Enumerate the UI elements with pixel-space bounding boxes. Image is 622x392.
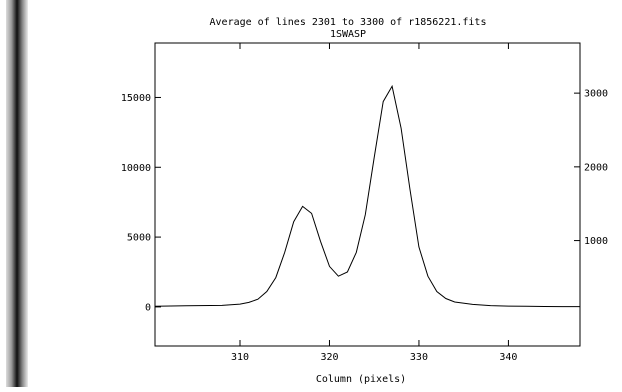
x-tick-label: 330	[410, 352, 428, 363]
left-y-tick-label: 10000	[121, 163, 151, 174]
x-tick-label: 340	[499, 352, 517, 363]
chart-title: Average of lines 2301 to 3300 of r185622…	[210, 17, 487, 28]
plot-frame	[154, 42, 581, 347]
left-y-tick-label: 5000	[127, 233, 151, 244]
left-y-tick-label: 0	[145, 302, 151, 313]
x-tick-label: 320	[320, 352, 338, 363]
x-axis-ticks: 310 320 330 340	[231, 43, 517, 363]
chart-subtitle: 1SWASP	[330, 29, 366, 40]
series-line	[154, 84, 580, 308]
series-group	[154, 84, 580, 308]
left-y-axis-ticks: 0 5000 10000 15000	[121, 93, 161, 313]
right-y-tick-label: 2000	[584, 162, 608, 173]
right-y-axis-ticks: 1000 2000 3000	[574, 89, 608, 247]
left-y-tick-label: 15000	[121, 93, 151, 104]
left-image-stripe	[6, 0, 28, 387]
x-tick-label: 310	[231, 352, 249, 363]
right-y-tick-label: 1000	[584, 236, 608, 247]
x-axis-label: Column (pixels)	[316, 374, 406, 385]
right-y-tick-label: 3000	[584, 89, 608, 100]
